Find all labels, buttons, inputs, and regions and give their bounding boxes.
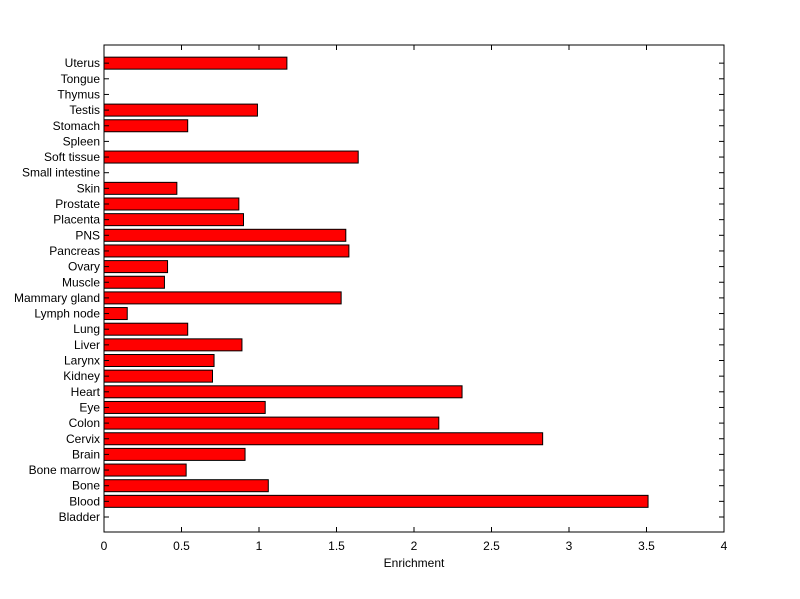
bar-soft-tissue (103, 150, 359, 164)
x-tick-label-0: 0 (101, 539, 108, 553)
y-tick-label-bone: Bone (72, 479, 100, 493)
y-tick-label-mammary-gland: Mammary gland (14, 291, 100, 305)
bar-prostate (103, 197, 240, 211)
y-tick-label-bladder: Bladder (59, 510, 100, 524)
y-tick-label-spleen: Spleen (63, 134, 100, 148)
plot-frame (103, 44, 725, 533)
y-tick-label-soft-tissue: Soft tissue (44, 150, 100, 164)
bar-bone-marrow (103, 463, 187, 477)
bar-brain (103, 447, 246, 461)
y-tick-label-blood: Blood (69, 494, 100, 508)
y-tick-label-colon: Colon (69, 416, 100, 430)
bar-uterus (103, 56, 288, 70)
bar-placenta (103, 213, 244, 227)
y-tick-label-thymus: Thymus (57, 87, 100, 101)
bar-larynx (103, 354, 215, 367)
y-tick-label-brain: Brain (72, 447, 100, 461)
bar-colon (103, 416, 440, 430)
y-tick-label-pancreas: Pancreas (49, 244, 100, 258)
y-tick-label-cervix: Cervix (66, 432, 100, 446)
y-tick-label-skin: Skin (77, 181, 100, 195)
bar-blood (103, 494, 649, 508)
bar-liver (103, 338, 243, 352)
y-tick-label-prostate: Prostate (55, 197, 100, 211)
y-tick-label-eye: Eye (79, 400, 100, 414)
x-tick-label-1: 0.5 (173, 539, 190, 553)
bar-testis (103, 103, 258, 117)
y-tick-label-testis: Testis (69, 103, 100, 117)
bar-ovary (103, 260, 169, 274)
bar-pns (103, 228, 347, 242)
y-tick-label-muscle: Muscle (62, 275, 100, 289)
bar-skin (103, 181, 178, 195)
x-axis-title: Enrichment (384, 556, 445, 570)
bar-pancreas (103, 244, 350, 258)
y-tick-label-heart: Heart (71, 385, 101, 399)
y-tick-label-lymph-node: Lymph node (34, 307, 100, 321)
x-tick-label-2: 1 (256, 539, 263, 553)
bar-stomach (103, 119, 189, 133)
x-tick-label-3: 1.5 (328, 539, 345, 553)
y-tick-label-small-intestine: Small intestine (22, 166, 100, 180)
y-tick-label-larynx: Larynx (64, 354, 100, 368)
bar-lung (103, 322, 189, 336)
x-tick-label-6: 3 (566, 539, 573, 553)
y-tick-label-bone-marrow: Bone marrow (29, 463, 101, 477)
y-tick-label-liver: Liver (74, 338, 100, 352)
y-tick-label-ovary: Ovary (68, 260, 100, 274)
x-axis: 0 0.5 1 1.5 2 2.5 3 3.5 4 (101, 45, 728, 553)
x-tick-label-4: 2 (411, 539, 418, 553)
y-tick-label-kidney: Kidney (63, 369, 100, 383)
x-tick-label-5: 2.5 (483, 539, 500, 553)
x-tick-label-7: 3.5 (638, 539, 655, 553)
x-tick-label-8: 4 (721, 539, 728, 553)
bar-eye (103, 400, 266, 414)
bar-mammary-gland (103, 291, 342, 305)
y-tick-label-stomach: Stomach (53, 119, 100, 133)
y-tick-label-placenta: Placenta (53, 213, 100, 227)
bar-cervix (103, 432, 544, 446)
bar-bone (103, 479, 269, 493)
y-tick-label-pns: PNS (75, 228, 100, 242)
y-tick-label-tongue: Tongue (61, 72, 101, 86)
bar-kidney (103, 369, 213, 383)
y-tick-label-lung: Lung (73, 322, 100, 336)
y-tick-label-uterus: Uterus (65, 56, 100, 70)
bar-muscle (103, 275, 165, 289)
bar-heart (103, 385, 463, 399)
